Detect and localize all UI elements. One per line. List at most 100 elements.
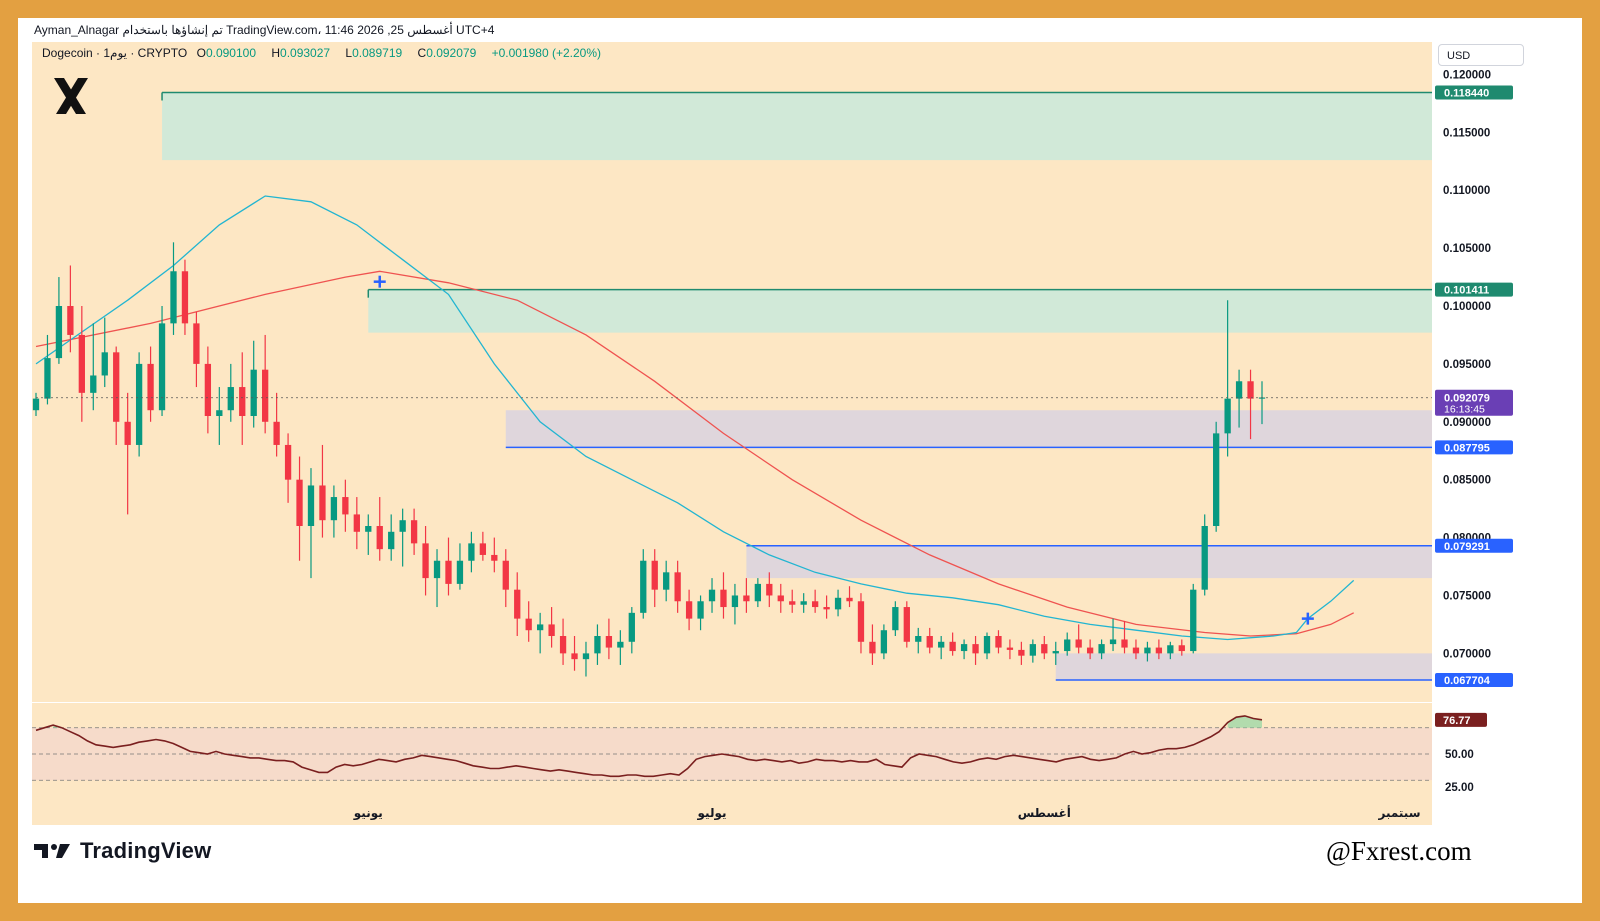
candle-body [193, 323, 200, 364]
candle-17 [227, 363, 234, 422]
price-tick-label-6: 0.090000 [1443, 417, 1491, 429]
candle-body [204, 363, 212, 416]
candle-80 [949, 632, 956, 656]
candle-40 [491, 537, 498, 573]
candle-66 [789, 589, 796, 613]
candle-body [1190, 589, 1197, 652]
candle-106 [1247, 369, 1254, 440]
candle-90 [1064, 632, 1071, 656]
candle-body [433, 560, 441, 579]
candle-30 [376, 497, 383, 561]
price-tick-label-4: 0.100000 [1443, 301, 1491, 313]
candles-layer [32, 242, 1266, 677]
candle-64 [766, 572, 773, 608]
candle-body [365, 526, 372, 532]
candle-70 [834, 589, 842, 617]
zone-price-label-text: 0.118440 [1444, 87, 1489, 99]
candle-body [90, 375, 97, 393]
candle-1 [44, 334, 51, 405]
candle-body [514, 589, 521, 619]
candle-92 [1086, 639, 1094, 660]
x-tick-label-1: يوليو [697, 806, 727, 821]
candle-19 [250, 340, 257, 428]
candle-body [869, 641, 876, 654]
candle-body [938, 641, 945, 648]
zone-rect-4 [1055, 653, 1432, 680]
candle-body [1075, 639, 1082, 648]
candle-46 [559, 618, 567, 665]
candle-body [319, 485, 326, 521]
x-logo-icon [54, 78, 88, 114]
candle-body [960, 644, 968, 652]
candle-65 [777, 583, 784, 613]
x-tick-label-3: سبتمبر [1377, 806, 1420, 820]
candle-42 [514, 572, 521, 636]
candle-body [78, 334, 85, 393]
candle-18 [239, 352, 246, 445]
candle-86 [1018, 641, 1025, 665]
candle-76 [903, 601, 910, 648]
candle-59 [708, 578, 716, 613]
candle-47 [571, 636, 578, 671]
zone-price-label-4: 0.067704 [1435, 672, 1513, 687]
overlay-layer [36, 275, 1432, 625]
candle-71 [846, 586, 853, 608]
candle-body [158, 323, 166, 411]
candle-32 [399, 508, 406, 567]
zone-rect-1 [368, 289, 1432, 333]
candle-body [67, 306, 74, 335]
candle-body [559, 636, 567, 654]
candle-body [1086, 647, 1094, 654]
candle-84 [995, 630, 1002, 654]
candle-45 [548, 607, 555, 648]
candle-67 [800, 593, 807, 613]
candle-body [525, 618, 532, 631]
zone-price-label-text: 0.087795 [1444, 442, 1490, 454]
currency-selector[interactable]: USD [1438, 44, 1524, 66]
candle-105 [1235, 369, 1243, 428]
candle-body [605, 636, 613, 648]
candle-61 [731, 583, 739, 625]
rsi-value-label-text: 76.77 [1443, 715, 1471, 727]
candle-94 [1109, 618, 1117, 652]
zone-price-label-2: 0.087795 [1435, 440, 1513, 455]
candle-body [1224, 398, 1231, 434]
candle-0 [32, 392, 40, 416]
zone-price-label-bg [1435, 440, 1513, 455]
zone-price-label-1: 0.101411 [1435, 282, 1513, 297]
candle-15 [204, 346, 212, 434]
candle-21 [273, 392, 280, 457]
high-value: H0.093027 [271, 46, 331, 60]
zone-price-label-3: 0.079291 [1435, 538, 1513, 553]
zone-rect-0 [162, 92, 1433, 161]
symbol-label[interactable]: Dogecoin · 1يوم · CRYPTO [42, 46, 188, 60]
candle-body [972, 644, 979, 654]
candle-body [1178, 645, 1185, 652]
cross-marker-0 [373, 275, 386, 288]
candle-body [857, 601, 865, 642]
candle-33 [410, 508, 418, 555]
candle-body [926, 636, 933, 648]
candle-78 [926, 627, 933, 654]
candle-body [983, 636, 991, 654]
candle-8 [124, 392, 131, 515]
candle-body [1167, 645, 1174, 654]
candle-23 [296, 456, 303, 561]
candle-body [640, 560, 647, 613]
candle-body [903, 607, 910, 642]
candle-body [766, 583, 773, 596]
candle-body [32, 398, 40, 411]
candle-body [915, 636, 922, 642]
candle-body [491, 554, 498, 561]
candle-body [1132, 647, 1140, 654]
candle-body [181, 271, 189, 324]
candle-55 [663, 560, 670, 602]
tradingview-logo[interactable]: TradingView [34, 838, 211, 864]
candle-body [754, 583, 762, 602]
candle-38 [468, 531, 475, 573]
candle-body [273, 421, 280, 445]
candle-body [651, 560, 658, 590]
candle-body [571, 653, 578, 660]
ema-layer [35, 195, 1355, 641]
